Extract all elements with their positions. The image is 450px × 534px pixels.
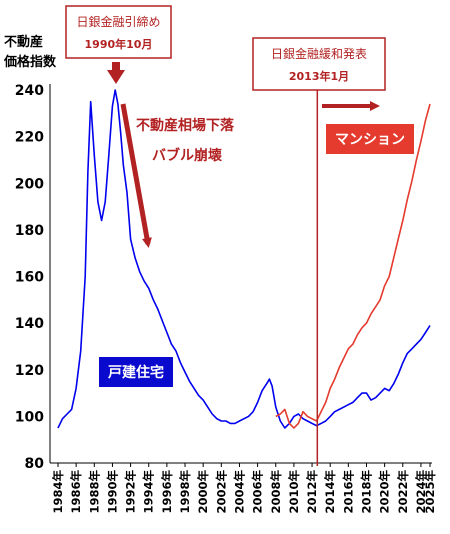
y-tick-labels: 80 100 120 140 160 180 200 220 240 [15, 83, 44, 472]
series-layer [57, 89, 431, 429]
house-series-line [57, 89, 431, 429]
x-tick-label: 2004年 [232, 470, 246, 514]
x-tick-label: 1988年 [87, 470, 101, 514]
x-tick-label: 1996年 [160, 470, 174, 514]
y-tick-label: 160 [15, 270, 44, 286]
y-axis-title-line1: 不動産 [4, 34, 43, 50]
x-tick-label: 1998年 [178, 470, 192, 514]
x-tick-label: 2008年 [269, 470, 283, 514]
x-tick-label: 2002年 [214, 470, 228, 514]
x-tick-label: 2010年 [287, 470, 301, 514]
x-tick-label: 2018年 [359, 470, 373, 514]
y-tick-label: 140 [15, 316, 44, 332]
crash-annotation-line1: 不動産相場下落 [136, 117, 235, 134]
x-tick-labels: 1984年 1986年 1988年 1990年 1992年 1994年 1996年 1998年… [51, 463, 437, 514]
x-tick-label: 2025年 [423, 470, 437, 514]
condo-label-box [326, 124, 414, 154]
y-axis-title-line2: 価格指数 [3, 54, 57, 70]
crash-arrow [120, 103, 152, 248]
x-tick-label: 2006年 [251, 470, 265, 514]
y-tick-label: 180 [15, 223, 44, 239]
x-tick-label: 2012年 [305, 470, 319, 514]
y-tick-label: 80 [25, 456, 45, 472]
y-tick-label: 220 [15, 130, 44, 146]
x-tick-label: 2022年 [396, 470, 410, 514]
tightening-annotation-line1: 日銀金融引締め [76, 14, 160, 29]
easing-annotation-line1: 日銀金融緩和発表 [271, 46, 367, 61]
easing-annotation-box [252, 37, 386, 91]
x-tick-label: 1986年 [69, 470, 83, 514]
tightening-annotation-box [65, 5, 172, 59]
tightening-annotation-line2: 1990年10月 [85, 37, 153, 51]
easing-annotation-line2: 2013年1月 [289, 69, 349, 83]
condo-label: マンション [335, 132, 405, 148]
house-label: 戸建住宅 [108, 364, 164, 381]
x-tick-label: 1994年 [142, 470, 156, 514]
x-tick-label: 1992年 [124, 470, 138, 514]
x-tick-label: 2016年 [341, 470, 355, 514]
x-tick-label: 2000年 [196, 470, 210, 514]
x-tick-label: 1984年 [51, 470, 65, 514]
y-tick-label: 200 [15, 176, 44, 192]
crash-annotation-line2: バブル崩壊 [152, 147, 223, 164]
y-tick-label: 120 [15, 363, 44, 379]
tightening-arrow [107, 62, 125, 84]
condo-series-line [275, 103, 431, 429]
x-tick-label: 2024年 [414, 470, 428, 514]
x-tick-label: 1990年 [105, 470, 119, 514]
x-tick-label: 2014年 [323, 470, 337, 514]
house-label-box [99, 357, 173, 387]
y-tick-label: 240 [15, 83, 44, 99]
y-tick-label: 100 [15, 409, 44, 425]
x-tick-label: 2020年 [378, 470, 392, 514]
